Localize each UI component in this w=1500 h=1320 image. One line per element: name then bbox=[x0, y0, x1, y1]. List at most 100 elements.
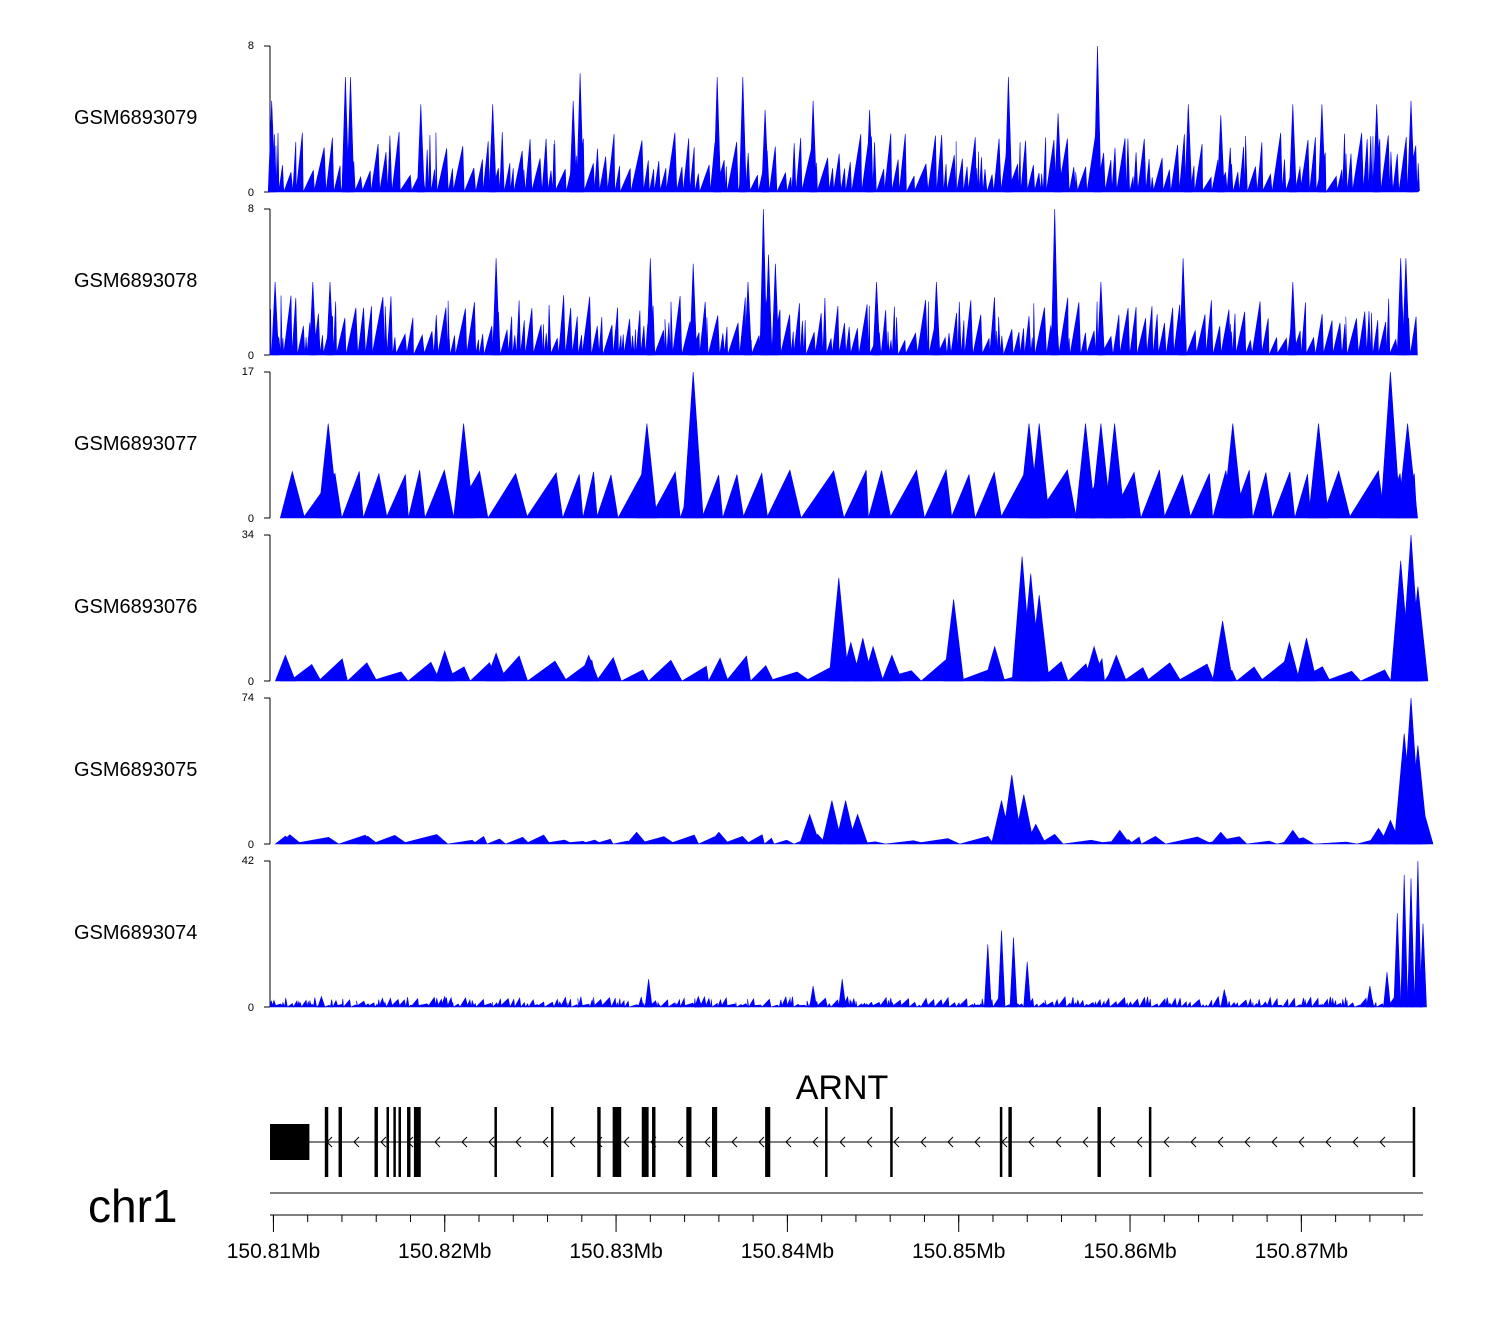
strand-arrow-icon bbox=[380, 1136, 387, 1148]
coverage-peak bbox=[821, 800, 843, 845]
strand-arrow-icon bbox=[1055, 1136, 1062, 1148]
coverage-peak bbox=[1419, 923, 1427, 1008]
coverage-peak bbox=[847, 813, 869, 845]
strand-arrow-icon bbox=[1163, 1136, 1170, 1148]
chromosome-label: chr1 bbox=[88, 1180, 177, 1232]
gene-exon bbox=[652, 1107, 656, 1177]
strand-arrow-icon bbox=[1379, 1136, 1386, 1148]
gene-exon bbox=[686, 1107, 692, 1177]
coverage-peak bbox=[1105, 654, 1127, 682]
coverage-peak bbox=[578, 654, 600, 682]
coverage-peak bbox=[492, 258, 500, 356]
y-max-label: 42 bbox=[242, 855, 254, 867]
coverage-peak bbox=[569, 100, 578, 193]
track-label: GSM6893079 bbox=[74, 107, 197, 129]
coverage-peak bbox=[1318, 104, 1326, 193]
strand-arrow-icon bbox=[1325, 1136, 1332, 1148]
strand-arrow-icon bbox=[1352, 1136, 1359, 1148]
coverage-peak bbox=[1184, 104, 1193, 193]
x-tick-label: 150.84Mb bbox=[741, 1240, 834, 1263]
track-GSM6893076: GSM6893076 34 0 bbox=[74, 529, 1429, 688]
coverage-peak bbox=[881, 654, 903, 682]
coverage-peak bbox=[326, 281, 334, 356]
coverage-peak bbox=[689, 263, 698, 356]
strand-arrow-icon bbox=[461, 1136, 468, 1148]
coverage-peak bbox=[862, 645, 884, 682]
coverage-peak bbox=[1380, 371, 1401, 519]
coverage-peak bbox=[1210, 831, 1232, 845]
gene-exon bbox=[1008, 1107, 1012, 1177]
coverage-peak bbox=[865, 109, 874, 193]
track-GSM6893075: GSM6893075 74 0 bbox=[74, 692, 1434, 851]
strand-arrow-icon bbox=[1190, 1136, 1197, 1148]
strand-arrow-icon bbox=[947, 1136, 954, 1148]
strand-arrow-icon bbox=[1244, 1136, 1251, 1148]
strand-arrow-icon bbox=[1298, 1136, 1305, 1148]
gene-exon bbox=[641, 1107, 649, 1177]
coverage-peak bbox=[317, 423, 339, 519]
coverage-noise bbox=[279, 833, 1423, 845]
coverage-peak bbox=[274, 654, 296, 682]
coverage-peak bbox=[625, 831, 648, 845]
coverage-peak bbox=[1054, 113, 1062, 193]
strand-arrow-icon bbox=[893, 1136, 900, 1148]
coverage-peak bbox=[694, 995, 703, 1008]
gene-exon bbox=[1148, 1107, 1152, 1177]
strand-arrow-icon bbox=[1028, 1136, 1035, 1148]
coverage-peak bbox=[1414, 860, 1422, 1008]
coverage-peak bbox=[416, 104, 425, 193]
coverage-peak bbox=[1396, 258, 1405, 356]
coverage-peak bbox=[1179, 258, 1187, 356]
coverage-peak bbox=[872, 281, 881, 356]
coverage-peak bbox=[341, 76, 350, 193]
y-min-label: 0 bbox=[248, 676, 254, 688]
track-label: GSM6893075 bbox=[74, 759, 197, 781]
gene-exon bbox=[407, 1107, 411, 1177]
track-label: GSM6893077 bbox=[74, 433, 197, 455]
y-max-label: 8 bbox=[248, 203, 254, 215]
strand-arrow-icon bbox=[920, 1136, 927, 1148]
coverage-peak bbox=[1279, 641, 1300, 682]
coverage-peak bbox=[274, 835, 297, 845]
coverage-peak bbox=[356, 835, 379, 845]
coverage-peak bbox=[828, 577, 850, 682]
strand-arrow-icon bbox=[1271, 1136, 1278, 1148]
y-max-label: 74 bbox=[242, 692, 254, 704]
coverage-peak bbox=[1402, 258, 1410, 356]
y-min-label: 0 bbox=[248, 1002, 254, 1014]
coverage-peak bbox=[646, 258, 655, 356]
x-tick-label: 150.86Mb bbox=[1083, 1240, 1176, 1263]
coverage-peak bbox=[1212, 620, 1233, 682]
coverage-peak bbox=[317, 995, 326, 1008]
gene-exon bbox=[386, 1107, 389, 1177]
track-GSM6893079: GSM6893079 8 0 bbox=[74, 40, 1420, 199]
coverage-peak bbox=[713, 76, 722, 193]
strand-arrow-icon bbox=[353, 1136, 360, 1148]
strand-arrow-icon bbox=[434, 1136, 441, 1148]
coverage-peak bbox=[1001, 774, 1023, 845]
y-max-label: 8 bbox=[248, 40, 254, 52]
coverage-peak bbox=[1104, 423, 1125, 519]
coverage-peak bbox=[1393, 913, 1402, 1008]
strand-arrow-icon bbox=[623, 1136, 630, 1148]
strand-arrow-icon bbox=[812, 1136, 819, 1148]
gene-exon bbox=[374, 1107, 378, 1177]
coverage-peak bbox=[453, 423, 474, 519]
coverage-tracks: GSM689307980GSM689307880GSM6893077170GSM… bbox=[74, 40, 1434, 1014]
coverage-peak bbox=[983, 944, 992, 1008]
coverage-peak bbox=[1282, 829, 1304, 845]
coverage-peak bbox=[1366, 986, 1374, 1008]
strand-arrow-icon bbox=[677, 1136, 684, 1148]
gene-exon bbox=[999, 1107, 1003, 1177]
gene-exon bbox=[597, 1107, 601, 1177]
strand-arrow-icon bbox=[488, 1136, 495, 1148]
coverage-peak bbox=[1028, 423, 1050, 519]
x-tick-label: 150.87Mb bbox=[1255, 1240, 1348, 1263]
coverage-peak bbox=[308, 281, 317, 356]
strand-arrow-icon bbox=[1217, 1136, 1224, 1148]
coverage-noise bbox=[269, 131, 1420, 193]
gene-exon bbox=[550, 1107, 554, 1177]
coverage-peak bbox=[1023, 961, 1032, 1008]
coverage-peak bbox=[835, 800, 856, 845]
coverage-peak bbox=[267, 100, 276, 193]
